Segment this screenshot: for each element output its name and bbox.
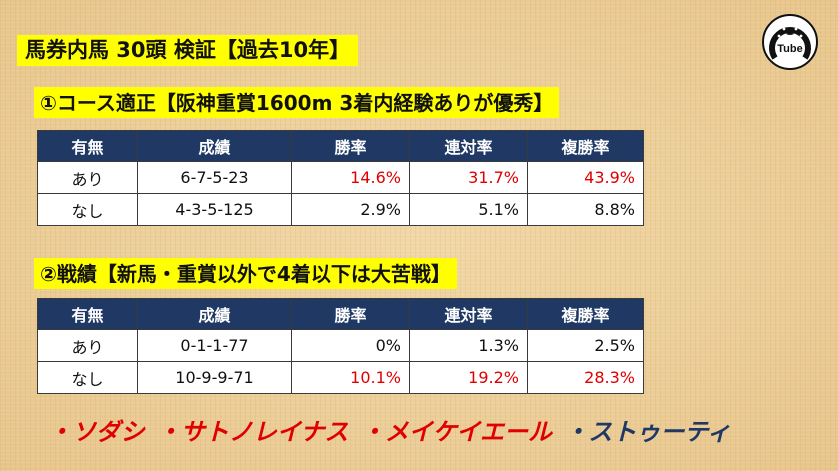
table-header-row: 有無 成績 勝率 連対率 複勝率 (37, 298, 644, 330)
table-row: なし 10-9-9-71 10.1% 19.2% 28.3% (37, 361, 644, 394)
row-label: なし (37, 193, 138, 226)
section1-title: ①コース適正【阪神重賞1600m 3着内経験ありが優秀】 (34, 87, 560, 118)
section2-title: ②戦績【新馬・重賞以外で4着以下は大苦戦】 (34, 258, 457, 289)
horse-name: ・メイケイエール (360, 418, 553, 446)
place-rate-cell: 8.8% (527, 193, 644, 226)
table-header-row: 有無 成績 勝率 連対率 複勝率 (37, 130, 644, 162)
row-label: あり (37, 329, 138, 362)
place-rate-cell: 28.3% (527, 361, 644, 394)
record-cell: 6-7-5-23 (137, 161, 292, 194)
record-cell: 0-1-1-77 (137, 329, 292, 362)
channel-logo: Tube (762, 14, 818, 70)
horseshoe-logo-icon: Tube (762, 14, 818, 70)
column-header: 成績 (137, 130, 292, 162)
record-cell: 10-9-9-71 (137, 361, 292, 394)
row-label: あり (37, 161, 138, 194)
column-header: 勝率 (291, 130, 410, 162)
table-row: あり 6-7-5-23 14.6% 31.7% 43.9% (37, 161, 644, 194)
column-header: 有無 (37, 298, 138, 330)
win-rate-cell: 10.1% (291, 361, 410, 394)
page-title: 馬券内馬 30頭 検証【過去10年】 (17, 35, 359, 66)
row-label: なし (37, 361, 138, 394)
quinella-rate-cell: 31.7% (409, 161, 528, 194)
quinella-rate-cell: 5.1% (409, 193, 528, 226)
place-rate-cell: 43.9% (527, 161, 644, 194)
column-header: 連対率 (409, 130, 528, 162)
win-rate-cell: 2.9% (291, 193, 410, 226)
horse-name-list: ・ソダシ ・サトノレイナス ・メイケイエール ・ストゥーティ (48, 412, 735, 447)
column-header: 複勝率 (527, 130, 644, 162)
quinella-rate-cell: 19.2% (409, 361, 528, 394)
win-rate-cell: 14.6% (291, 161, 410, 194)
win-rate-cell: 0% (291, 329, 410, 362)
column-header: 有無 (37, 130, 138, 162)
column-header: 成績 (137, 298, 292, 330)
table-row: なし 4-3-5-125 2.9% 5.1% 8.8% (37, 193, 644, 226)
horse-name: ・サトノレイナス (156, 418, 349, 446)
column-header: 勝率 (291, 298, 410, 330)
quinella-rate-cell: 1.3% (409, 329, 528, 362)
course-aptitude-table: 有無 成績 勝率 連対率 複勝率 あり 6-7-5-23 14.6% 31.7%… (37, 130, 644, 226)
horse-name: ・ソダシ (48, 418, 145, 446)
place-rate-cell: 2.5% (527, 329, 644, 362)
logo-text: Tube (777, 43, 802, 55)
column-header: 連対率 (409, 298, 528, 330)
table-row: あり 0-1-1-77 0% 1.3% 2.5% (37, 329, 644, 362)
column-header: 複勝率 (527, 298, 644, 330)
horse-name: ・ストゥーティ (564, 418, 731, 446)
race-record-table: 有無 成績 勝率 連対率 複勝率 あり 0-1-1-77 0% 1.3% 2.5… (37, 298, 644, 394)
record-cell: 4-3-5-125 (137, 193, 292, 226)
